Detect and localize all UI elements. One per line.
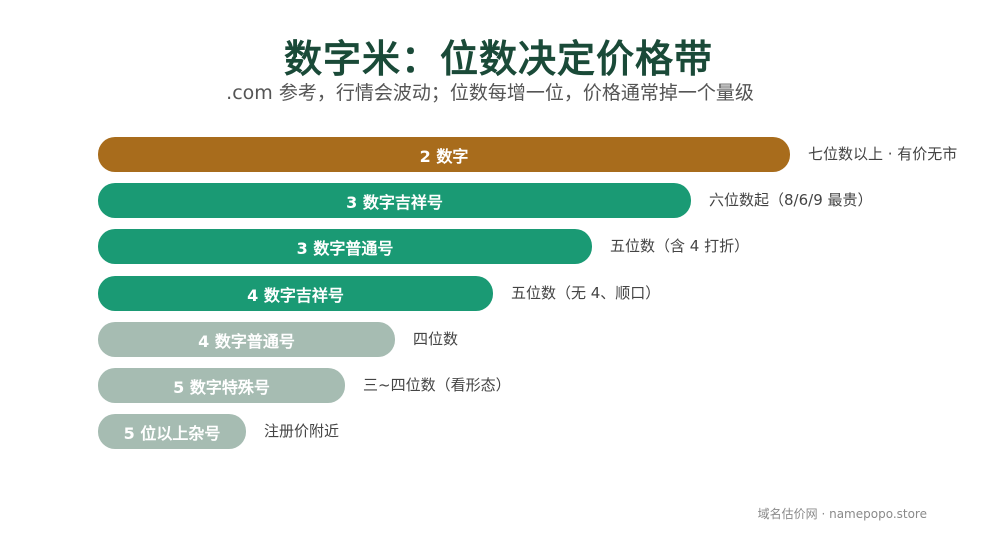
bar: 4 数字吉祥号 xyxy=(98,276,493,311)
bar-category-label: 2 数字 xyxy=(419,146,469,166)
bar-value-label: 七位数以上 · 有价无市 xyxy=(808,145,958,163)
bar-value-label: 三~四位数（看形态） xyxy=(363,376,511,394)
bar: 5 位以上杂号 xyxy=(98,414,246,449)
bar-category-label: 3 数字普通号 xyxy=(296,238,394,258)
chart-subtitle: .com 参考，行情会波动；位数每增一位，价格通常掉一个量级 xyxy=(226,82,754,104)
bar: 4 数字普通号 xyxy=(98,322,395,357)
chart-title: 数字米：位数决定价格带 xyxy=(283,37,713,81)
bar-value-label: 五位数（含 4 打折） xyxy=(610,237,750,255)
bar-category-label: 4 数字吉祥号 xyxy=(247,285,344,305)
bar: 5 数字特殊号 xyxy=(98,368,345,403)
bar-category-label: 4 数字普通号 xyxy=(198,331,295,351)
bar-value-label: 四位数 xyxy=(413,330,459,348)
bar-value-label: 六位数起（8/6/9 最贵） xyxy=(709,191,873,209)
footer-credit: 域名估价网 · namepopo.store xyxy=(757,507,927,521)
bar-category-label: 3 数字吉祥号 xyxy=(346,192,443,212)
bar: 2 数字 xyxy=(98,137,790,172)
bar-value-label: 五位数（无 4、顺口） xyxy=(511,284,661,302)
bar-value-label: 注册价附近 xyxy=(264,422,340,440)
bar: 3 数字普通号 xyxy=(98,229,592,264)
bar-category-label: 5 数字特殊号 xyxy=(173,377,270,397)
bar: 3 数字吉祥号 xyxy=(98,183,691,218)
bar-category-label: 5 位以上杂号 xyxy=(123,423,221,443)
